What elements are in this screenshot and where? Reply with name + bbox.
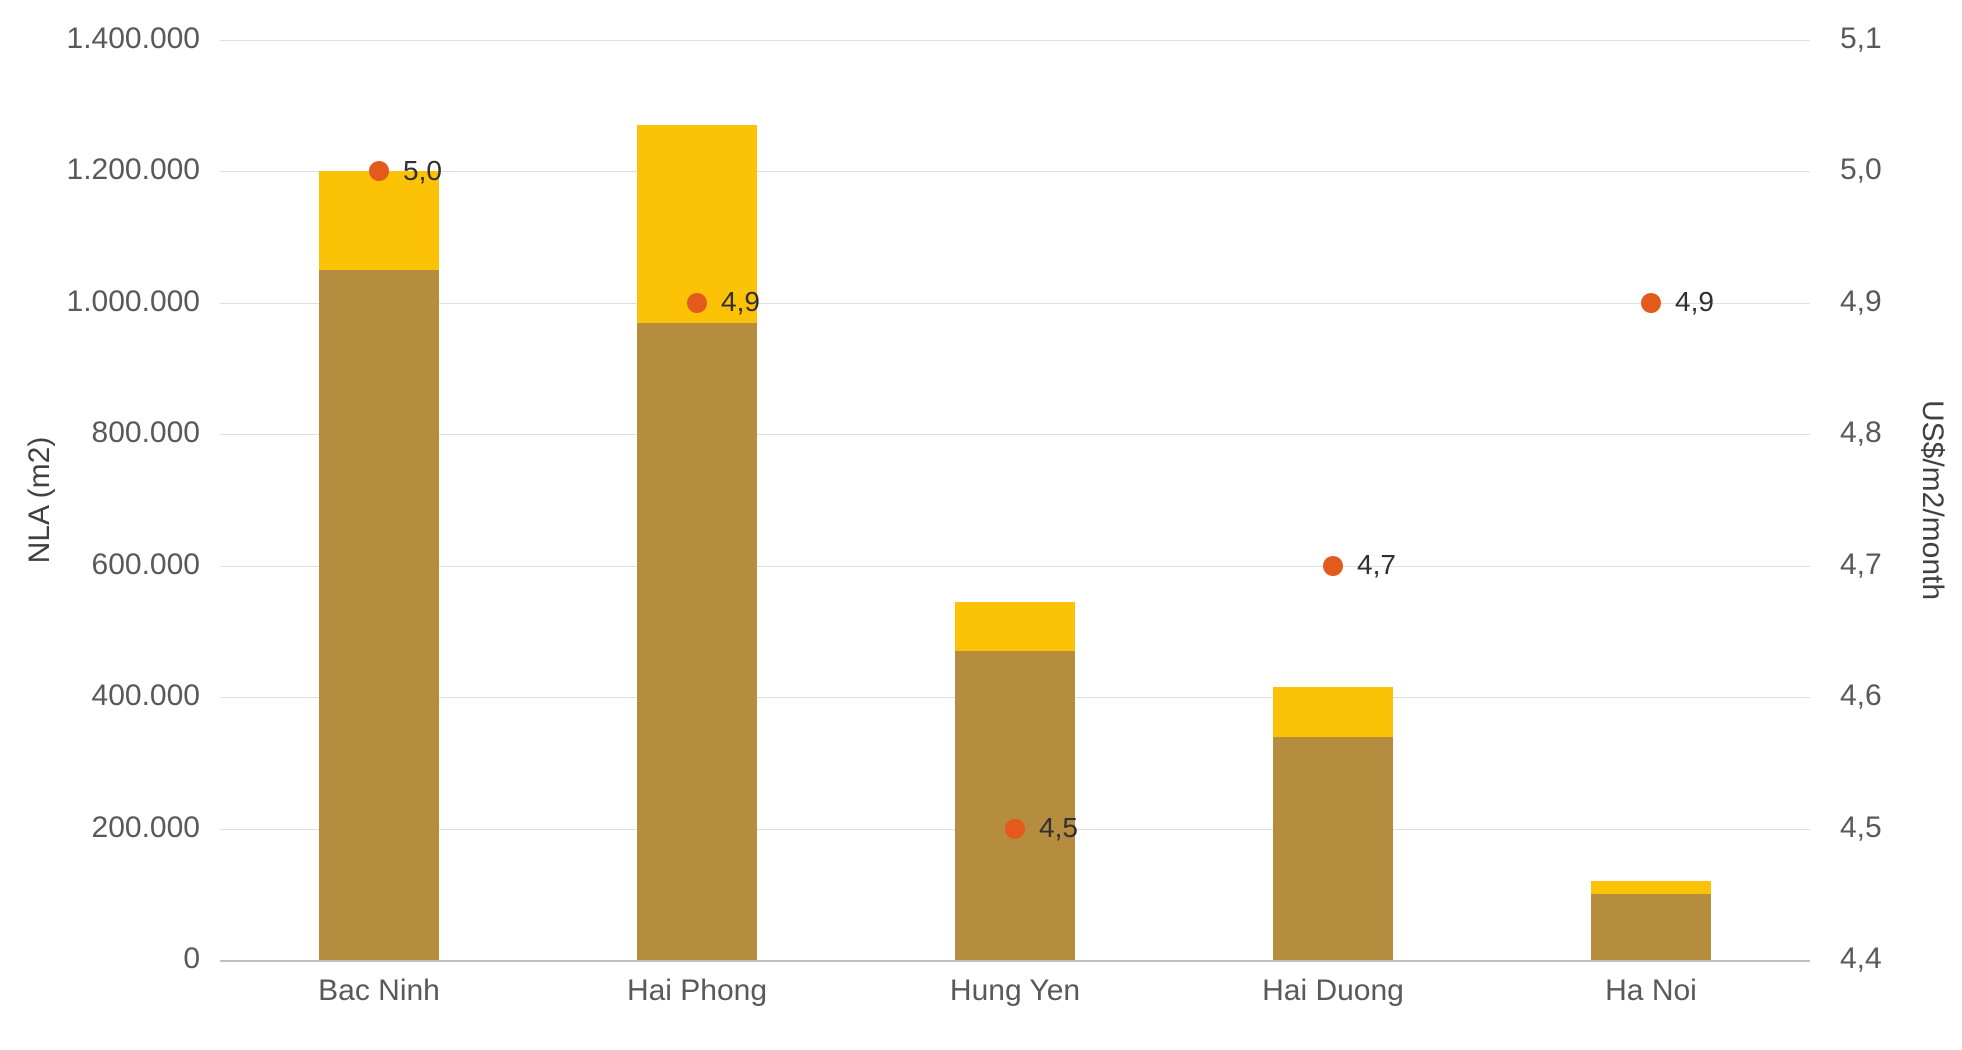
y-right-tick-label: 4,8 (1840, 416, 1882, 450)
y-left-tick-label: 1.000.000 (67, 285, 200, 319)
y-left-tick-label: 600.000 (92, 548, 200, 582)
price-point-label: 4,5 (1039, 812, 1078, 844)
x-axis-label: Ha Noi (1492, 974, 1810, 1008)
bar-segment-upper (1591, 881, 1712, 894)
bar-group (1273, 40, 1394, 960)
y-right-tick-label: 4,9 (1840, 285, 1882, 319)
y-left-tick-label: 1.400.000 (67, 22, 200, 56)
price-point (1641, 293, 1661, 313)
x-axis-label: Hai Phong (538, 974, 856, 1008)
bar-segment-upper (1273, 687, 1394, 736)
y-left-tick-label: 200.000 (92, 811, 200, 845)
bar-segment-upper (955, 602, 1076, 651)
price-point (687, 293, 707, 313)
bar-segment-lower (1591, 894, 1712, 960)
price-point (1005, 819, 1025, 839)
price-point (1323, 556, 1343, 576)
y-right-tick-label: 4,7 (1840, 548, 1882, 582)
bar-group (637, 40, 758, 960)
y-left-tick-label: 0 (183, 942, 200, 976)
x-axis-label: Hung Yen (856, 974, 1174, 1008)
x-axis-label: Bac Ninh (220, 974, 538, 1008)
y-right-tick-label: 4,4 (1840, 942, 1882, 976)
price-point-label: 4,9 (1675, 286, 1714, 318)
price-point-label: 5,0 (403, 155, 442, 187)
bar-segment-lower (637, 323, 758, 960)
y-left-tick-label: 400.000 (92, 679, 200, 713)
nla-price-chart: 0 200.000 400.000 600.000 800.000 1.000.000 1.… (0, 0, 1962, 1050)
y-left-tick-label: 1.200.000 (67, 153, 200, 187)
y-right-tick-label: 4,5 (1840, 811, 1882, 845)
price-point (369, 161, 389, 181)
x-axis-label: Hai Duong (1174, 974, 1492, 1008)
plot-area (220, 40, 1810, 960)
bar-segment-lower (955, 651, 1076, 960)
y-right-tick-label: 4,6 (1840, 679, 1882, 713)
gridline (220, 960, 1810, 962)
y-left-axis-title: NLA (m2) (23, 437, 57, 564)
bar-group (1591, 40, 1712, 960)
y-right-axis-title: US$/m2/month (1915, 400, 1949, 600)
y-left-tick-label: 800.000 (92, 416, 200, 450)
price-point-label: 4,7 (1357, 549, 1396, 581)
y-right-tick-label: 5,1 (1840, 22, 1882, 56)
price-point-label: 4,9 (721, 286, 760, 318)
bar-segment-lower (1273, 737, 1394, 960)
y-right-tick-label: 5,0 (1840, 153, 1882, 187)
bar-segment-lower (319, 270, 440, 960)
